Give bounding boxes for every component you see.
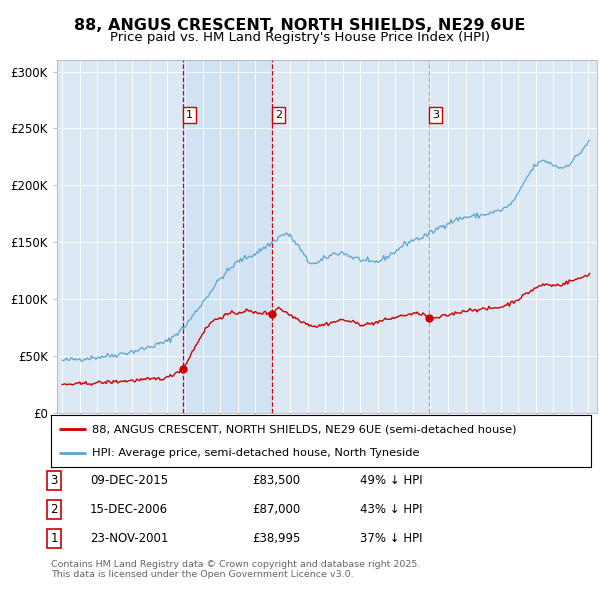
- Text: HPI: Average price, semi-detached house, North Tyneside: HPI: Average price, semi-detached house,…: [91, 448, 419, 458]
- Text: Price paid vs. HM Land Registry's House Price Index (HPI): Price paid vs. HM Land Registry's House …: [110, 31, 490, 44]
- Text: 88, ANGUS CRESCENT, NORTH SHIELDS, NE29 6UE (semi-detached house): 88, ANGUS CRESCENT, NORTH SHIELDS, NE29 …: [91, 424, 516, 434]
- Text: 23-NOV-2001: 23-NOV-2001: [90, 532, 169, 545]
- Text: 37% ↓ HPI: 37% ↓ HPI: [360, 532, 422, 545]
- Text: Contains HM Land Registry data © Crown copyright and database right 2025.
This d: Contains HM Land Registry data © Crown c…: [51, 560, 421, 579]
- Text: £38,995: £38,995: [252, 532, 301, 545]
- Text: 1: 1: [186, 110, 193, 120]
- Text: 88, ANGUS CRESCENT, NORTH SHIELDS, NE29 6UE: 88, ANGUS CRESCENT, NORTH SHIELDS, NE29 …: [74, 18, 526, 32]
- Text: £83,500: £83,500: [252, 474, 300, 487]
- Text: 15-DEC-2006: 15-DEC-2006: [90, 503, 168, 516]
- Bar: [183, 60, 272, 413]
- Text: 1: 1: [50, 532, 58, 545]
- Text: 3: 3: [432, 110, 439, 120]
- Text: 09-DEC-2015: 09-DEC-2015: [90, 474, 168, 487]
- Text: 43% ↓ HPI: 43% ↓ HPI: [360, 503, 422, 516]
- Text: 2: 2: [50, 503, 58, 516]
- Text: £87,000: £87,000: [252, 503, 300, 516]
- Text: 2: 2: [275, 110, 282, 120]
- Text: 49% ↓ HPI: 49% ↓ HPI: [360, 474, 422, 487]
- Text: 3: 3: [50, 474, 58, 487]
